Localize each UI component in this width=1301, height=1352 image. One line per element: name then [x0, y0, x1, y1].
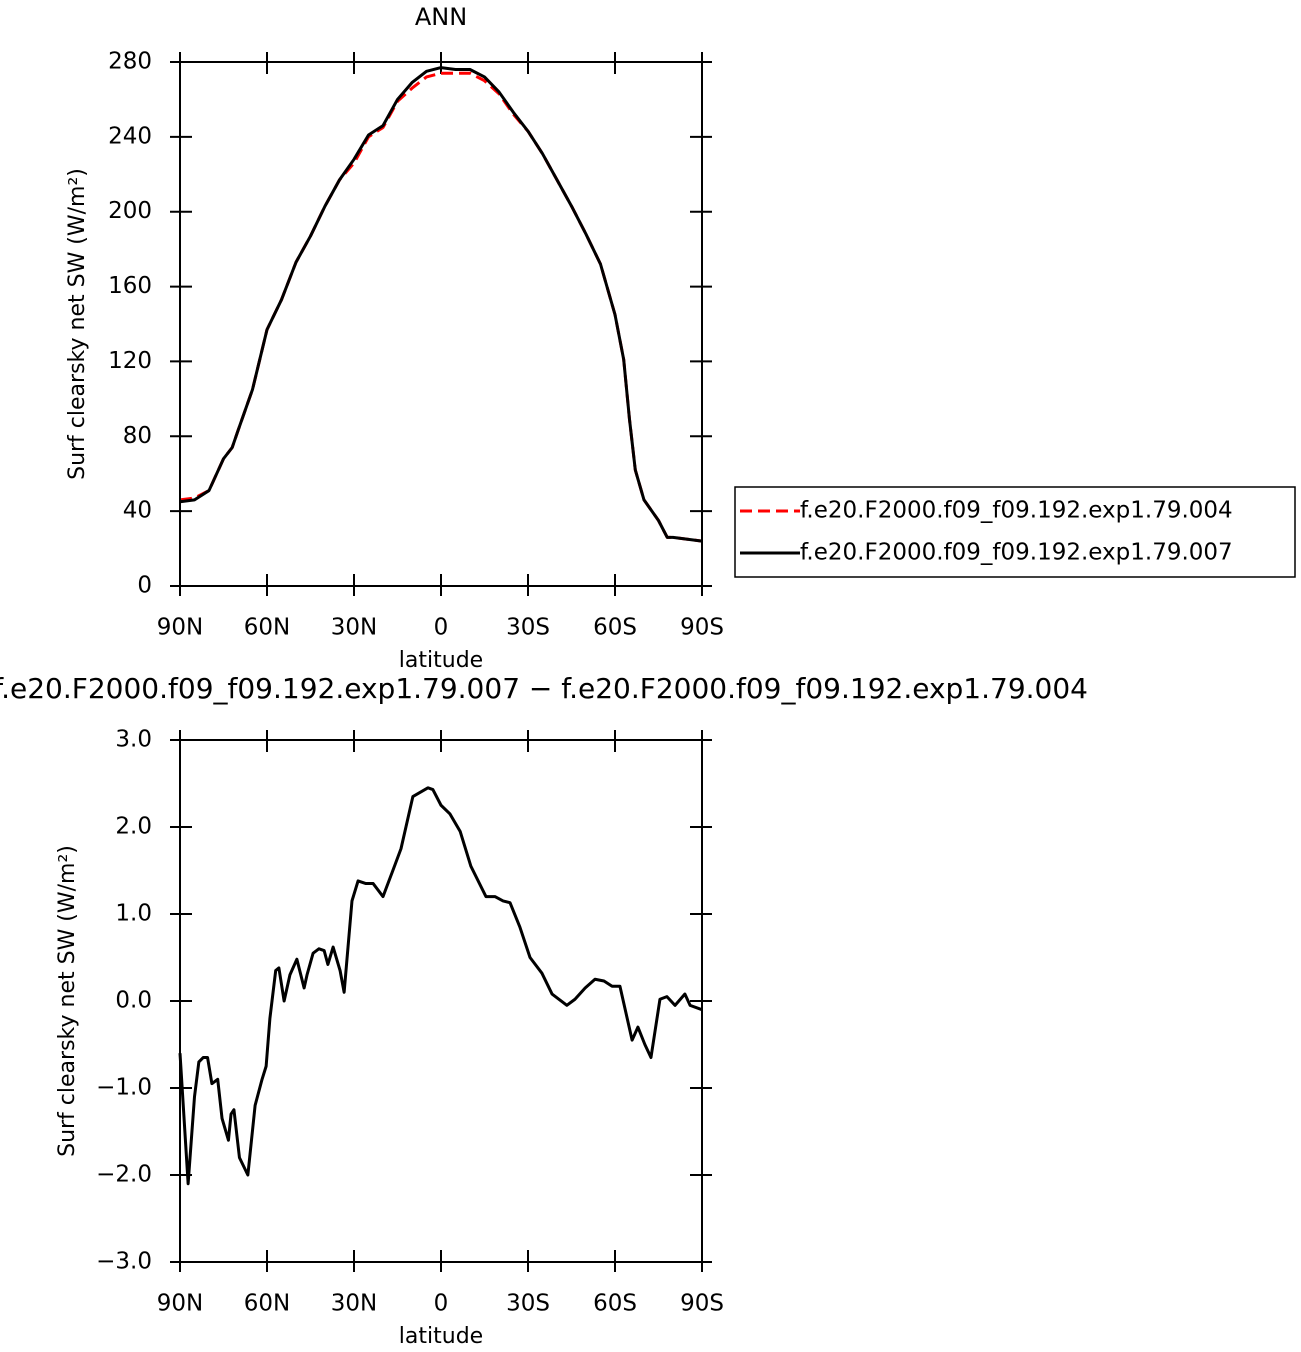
x-tick-label: 0	[434, 615, 449, 641]
y-tick-label: 200	[108, 198, 152, 224]
y-tick-label: 40	[123, 498, 152, 524]
x-tick-label: 30N	[331, 1291, 377, 1317]
y-axis-label: Surf clearsky net SW (W/m²)	[55, 845, 80, 1157]
x-tick-label: 90S	[680, 1291, 724, 1317]
data-line	[178, 786, 703, 1186]
x-tick-label: 90N	[157, 1291, 203, 1317]
data-line	[179, 66, 703, 543]
y-tick-label: 120	[108, 348, 152, 374]
plot-frame	[179, 739, 703, 1263]
x-tick-label: 60N	[244, 615, 290, 641]
legend-box	[734, 486, 1296, 578]
y-tick-label: 80	[123, 423, 152, 449]
data-line	[179, 71, 703, 543]
x-tick-label: 30S	[506, 1291, 550, 1317]
y-axis-label: Surf clearsky net SW (W/m²)	[65, 168, 90, 480]
legend-label: f.e20.F2000.f09_f09.192.exp1.79.007	[800, 540, 1233, 566]
y-tick-label: −1.0	[96, 1075, 152, 1101]
x-tick-label: 60N	[244, 1291, 290, 1317]
chart-title: f.e20.F2000.f09_f09.192.exp1.79.007 − f.…	[0, 672, 1088, 705]
y-tick-label: 0	[137, 573, 152, 599]
plot-frame	[179, 61, 703, 587]
x-tick-label: 30S	[506, 615, 550, 641]
y-tick-label: −3.0	[96, 1249, 152, 1275]
y-tick-label: 280	[108, 49, 152, 75]
x-tick-label: 60S	[593, 1291, 637, 1317]
y-tick-label: 2.0	[115, 814, 152, 840]
x-axis-label: latitude	[399, 1324, 483, 1349]
y-tick-label: 0.0	[115, 988, 152, 1014]
x-tick-label: 90N	[157, 615, 203, 641]
chart-title: ANN	[415, 3, 467, 31]
x-tick-label: 30N	[331, 615, 377, 641]
x-tick-label: 60S	[593, 615, 637, 641]
x-axis-label: latitude	[399, 648, 483, 673]
y-tick-label: 240	[108, 123, 152, 149]
legend-label: f.e20.F2000.f09_f09.192.exp1.79.004	[800, 498, 1233, 524]
y-tick-label: 3.0	[115, 727, 152, 753]
x-tick-label: 0	[434, 1291, 449, 1317]
y-tick-label: −2.0	[96, 1162, 152, 1188]
y-tick-label: 1.0	[115, 901, 152, 927]
y-tick-label: 160	[108, 273, 152, 299]
x-tick-label: 90S	[680, 615, 724, 641]
